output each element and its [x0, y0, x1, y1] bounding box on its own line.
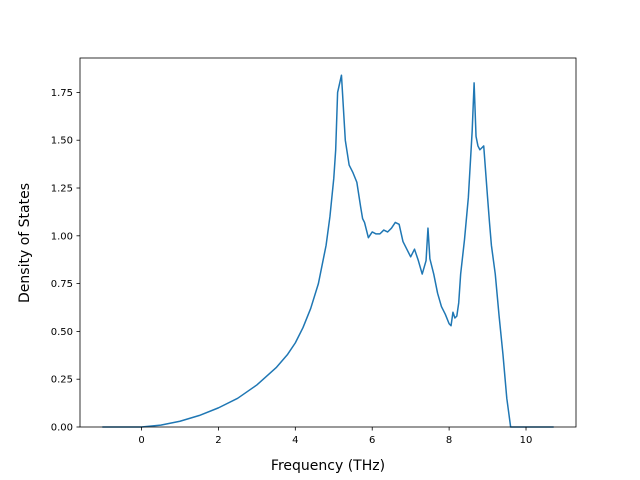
x-axis-label: Frequency (THz) [271, 458, 385, 474]
y-axis-label: Density of States [17, 183, 33, 303]
axes-frame [79, 57, 577, 428]
x-tick-label: 8 [446, 435, 452, 446]
x-tick-label: 2 [215, 435, 221, 446]
x-tick-label: 6 [369, 435, 375, 446]
y-tick-label: 1.50 [51, 136, 73, 147]
y-tick-label: 0.75 [51, 279, 73, 290]
y-tick-label: 1.00 [51, 231, 73, 242]
y-tick-label: 0.50 [51, 327, 73, 338]
y-tick-label: 0.25 [51, 375, 73, 386]
y-tick-label: 1.25 [51, 184, 73, 195]
series-line-0 [102, 74, 554, 428]
x-tick-label: 4 [292, 435, 298, 446]
y-tick-label: 0.00 [51, 423, 73, 434]
plot-area: 0 2 4 6 8 10 0.00 0.25 0.50 0.75 1.00 1.25 1.50 1.75 [51, 57, 577, 446]
y-tick-label: 1.75 [51, 88, 73, 99]
x-tick-label: 0 [138, 435, 144, 446]
x-tick-label: 10 [520, 435, 533, 446]
